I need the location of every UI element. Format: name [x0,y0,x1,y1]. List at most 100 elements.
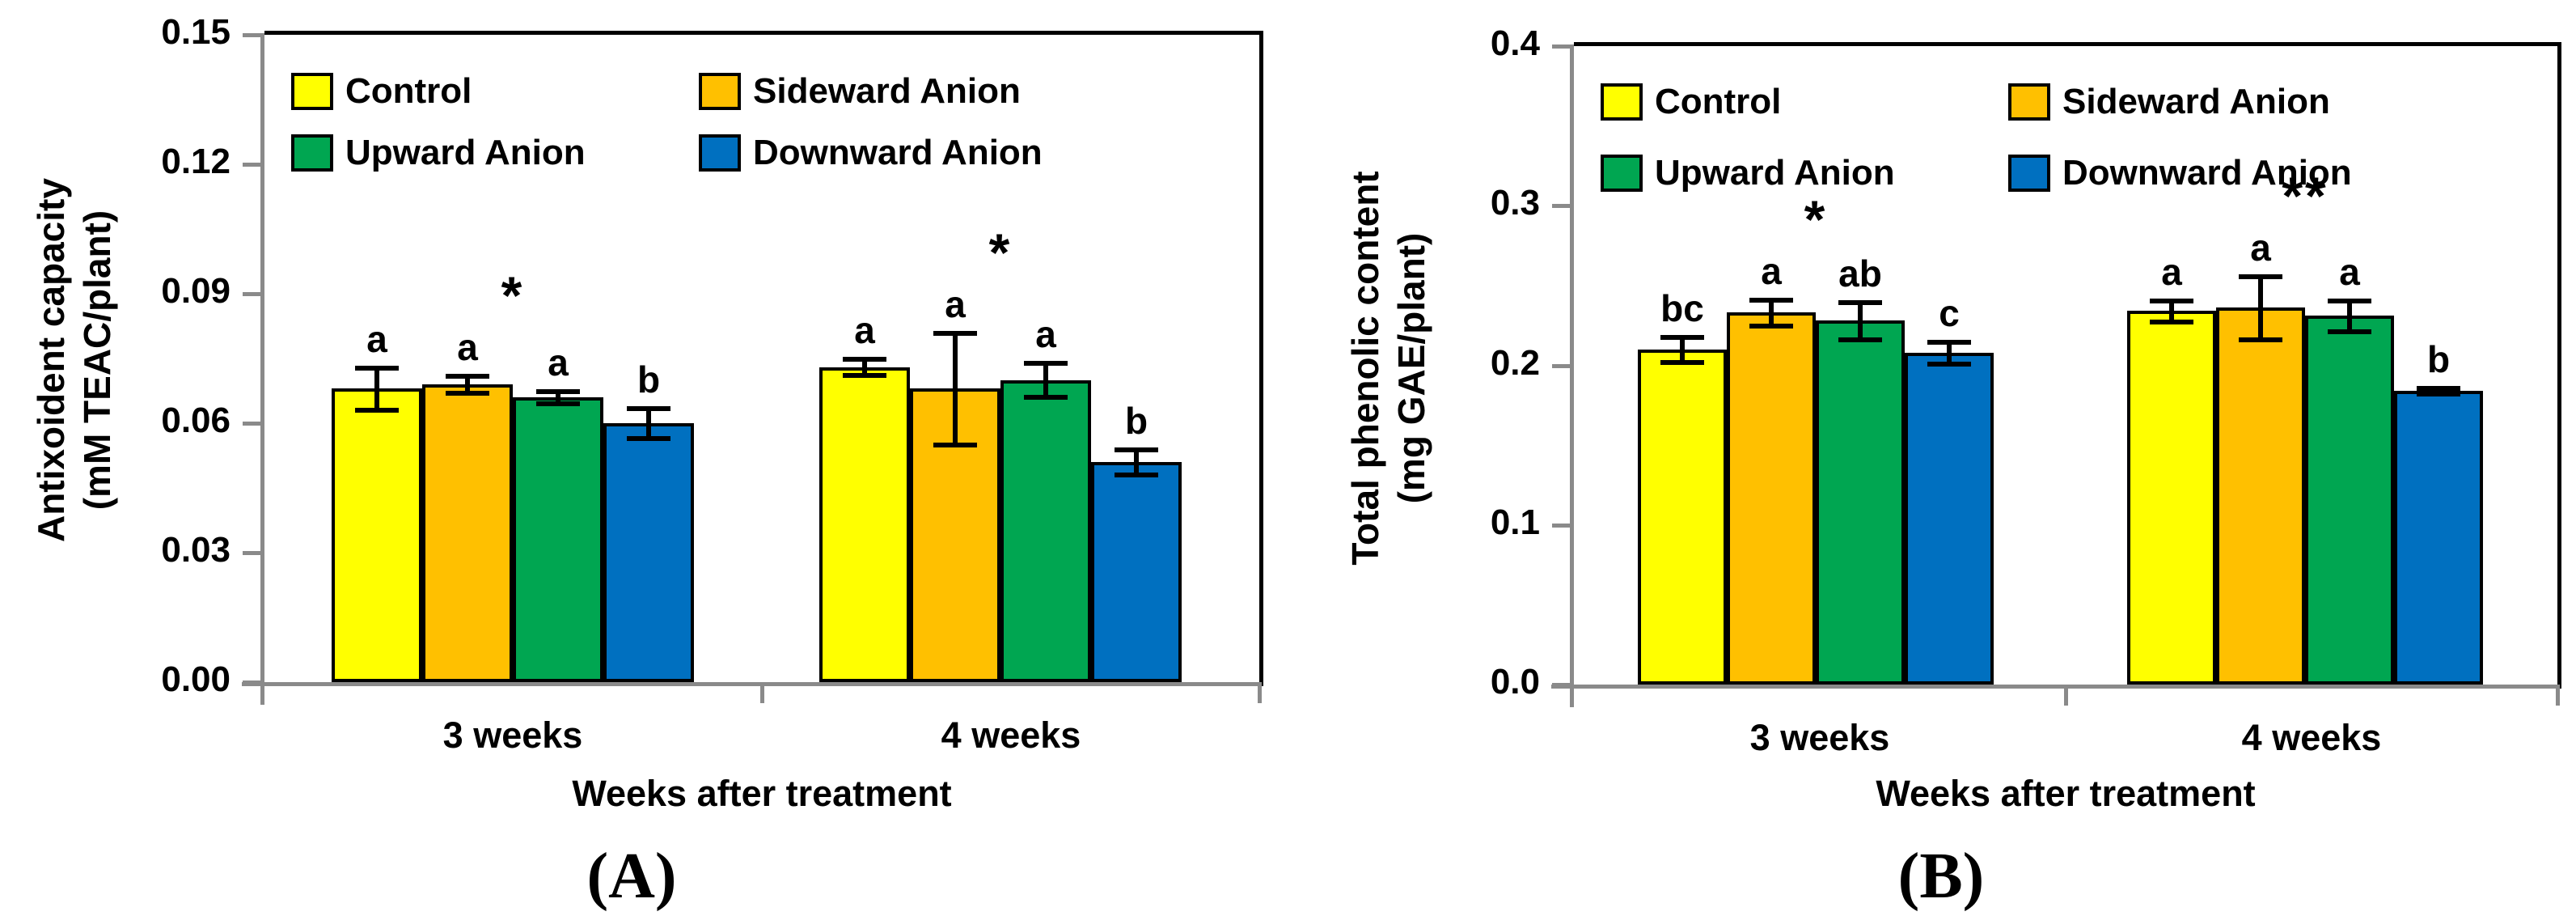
error-bar-line [556,391,560,404]
y-tick-mark [243,551,264,555]
legend-item-upward-anion: Upward Anion [291,133,586,173]
significance-letter: c [1939,291,1960,334]
error-bar-cap [843,373,886,379]
y-tick-label: 0.06 [161,401,231,440]
y-tick-label: 0.09 [161,271,231,311]
error-bar-cap [1838,299,1882,305]
control-swatch [291,73,333,110]
upward-anion-swatch [291,134,333,172]
x-tick-mark [2064,685,2068,706]
legend-label: Downward Anion [2062,153,2352,193]
error-bar-line [953,333,958,445]
x-tick-mark [2556,685,2560,706]
plot-frame-right [2557,42,2561,689]
error-bar-cap [1838,337,1882,342]
error-bar-cap [355,365,399,371]
sideward-anion-swatch [2008,83,2050,121]
x-axis-title-a: Weeks after treatment [572,773,952,814]
error-bar-cap [1749,324,1793,329]
significance-letter: a [548,341,569,384]
error-bar-cap [2328,298,2371,303]
significance-letter: b [2426,338,2451,381]
x-axis-line [242,682,1259,686]
legend-label: Control [345,71,472,111]
error-bar-cap [627,406,670,412]
panel-label-b: (B) [1897,841,1985,912]
bar-upward-anion [513,397,603,682]
legend-item-downward-anion: Downward Anion [699,133,1043,173]
error-bar-cap [627,435,670,441]
y-tick-label: 0.2 [1490,342,1540,383]
y-tick-mark [1552,45,1574,49]
significance-letter: a [366,317,387,360]
error-bar-cap [536,401,580,406]
y-tick-mark [243,33,264,37]
significance-letter: a [1761,249,1782,292]
category-label: 4 weeks [941,714,1081,756]
error-bar-line [1680,336,1685,362]
bar-sideward-anion [1727,312,1816,685]
legend-item-downward-anion: Downward Anion [2008,153,2352,193]
plot-area-a: a a a b a a a b * * [242,31,1263,705]
significance-letter: a [457,326,478,369]
y-tick-label: 0.1 [1490,502,1540,542]
significance-letter: a [1035,313,1056,356]
error-bar-cap [355,408,399,413]
legend-item-control: Control [1601,82,1781,122]
error-bar-line [465,375,470,393]
significance-star: * [501,265,525,326]
control-swatch [1601,83,1643,121]
y-tick-mark [1552,363,1574,368]
significance-letter: b [637,358,661,401]
error-bar-cap [933,331,977,336]
bar-control [1638,349,1727,685]
x-axis-title-b: Weeks after treatment [1876,773,2256,814]
downward-anion-swatch [699,134,741,172]
y-tick-mark [243,163,264,167]
x-axis-line [1551,685,2557,689]
category-label: 4 weeks [2241,717,2382,758]
legend-label: Upward Anion [1655,153,1895,193]
significance-letter: bc [1660,286,1704,329]
category-label: 3 weeks [442,714,583,756]
error-bar-cap [933,442,977,447]
y-axis-title-b-line1: Total phenolic content [1344,171,1386,566]
significance-star: * [988,223,1013,282]
legend-item-sideward-anion: Sideward Anion [2008,82,2330,122]
bar-downward-anion [1091,462,1182,682]
y-tick-mark [1552,523,1574,528]
error-bar-cap [2239,274,2282,280]
error-bar-line [2347,299,2352,333]
bar-control [332,388,422,682]
significance-letter: a [945,283,966,325]
legend-label: Downward Anion [753,133,1043,172]
significance-letter: a [854,309,875,351]
significance-letter: a [2161,250,2182,293]
error-bar-cap [2150,320,2193,325]
bar-upward-anion [2305,316,2394,685]
legend-label: Sideward Anion [2062,82,2330,121]
bar-sideward-anion [422,384,513,682]
panel-label-a: (A) [586,841,677,912]
y-tick-label: 0.3 [1490,183,1540,223]
significance-letter: a [2250,227,2271,269]
bar-control [2127,311,2216,685]
bar-downward-anion [603,423,694,682]
bar-upward-anion [1000,379,1091,682]
error-bar-line [646,408,651,439]
error-bar-cap [2328,329,2371,335]
error-bar-line [2258,276,2263,340]
error-bar-cap [1024,361,1068,367]
legend-label: Control [1655,82,1782,121]
plot-frame-top [264,31,1263,35]
plot-area-b: bc a ab c a a a b * ** [1551,42,2561,707]
significance-letter: ab [1838,252,1882,295]
sideward-anion-swatch [699,73,741,110]
error-bar-cap [1927,339,1971,345]
legend-label: Sideward Anion [753,71,1021,111]
error-bar-cap [1660,334,1704,340]
error-bar-cap [1024,395,1068,400]
error-bar-line [1858,301,1863,340]
plot-frame-right [1259,31,1263,686]
significance-letter: a [2339,250,2360,293]
